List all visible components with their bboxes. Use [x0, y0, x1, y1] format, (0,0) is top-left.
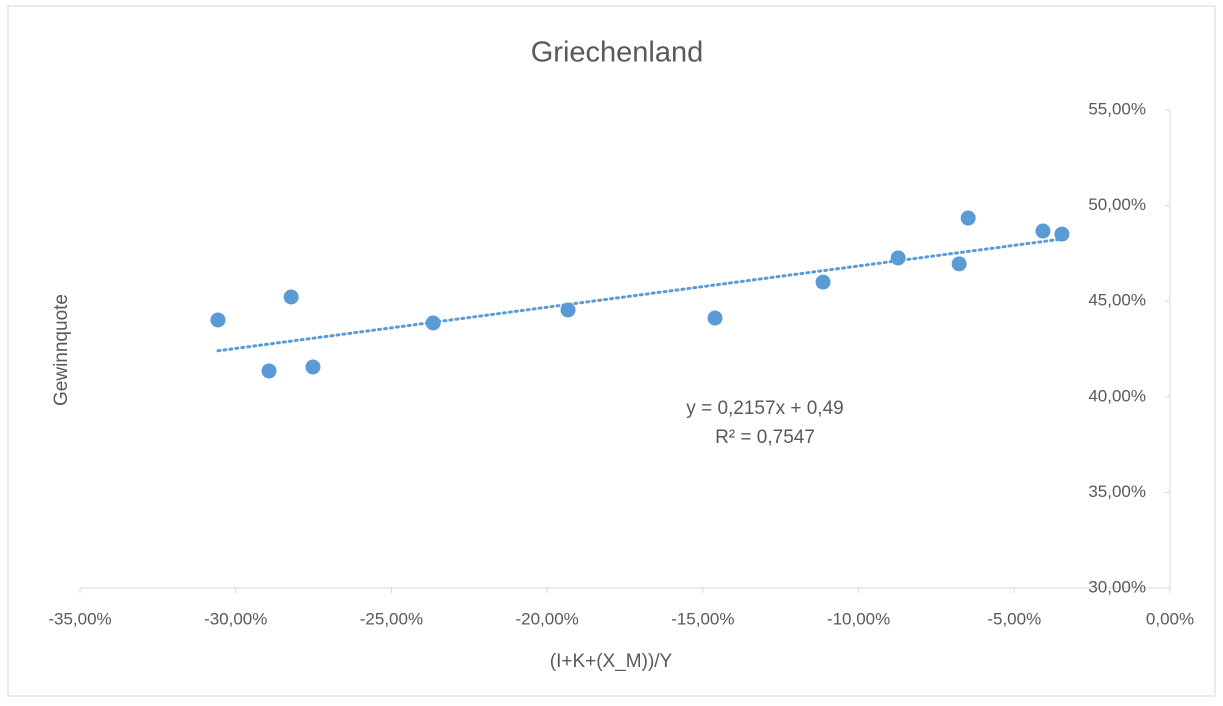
x-tick-label: -35,00% [48, 609, 111, 628]
y-tick-label: 40,00% [1088, 386, 1146, 405]
chart-frame [7, 5, 1216, 697]
point [960, 210, 976, 226]
trend-equation: y = 0,2157x + 0,49 [686, 398, 843, 419]
point [560, 302, 576, 318]
y-tick-label: 35,00% [1088, 482, 1146, 501]
y-tick-label: 30,00% [1088, 577, 1146, 596]
point [261, 363, 277, 379]
point [210, 312, 226, 328]
point [305, 359, 321, 375]
x-tick-label: -30,00% [204, 609, 267, 628]
x-tick-label: -25,00% [360, 609, 423, 628]
point [1035, 223, 1051, 239]
point [890, 250, 906, 266]
x-tick-label: -15,00% [671, 609, 734, 628]
trend-r2: R² = 0,7547 [715, 427, 815, 448]
point [815, 274, 831, 290]
point [707, 310, 723, 326]
point [1054, 226, 1070, 242]
x-tick-label: -5,00% [987, 609, 1041, 628]
x-tick-label: -10,00% [827, 609, 890, 628]
x-axis-title: (I+K+(X_M))/Y [550, 651, 673, 672]
y-tick-label: 45,00% [1088, 291, 1146, 310]
y-axis-title: Gewinnquote [51, 294, 72, 406]
trendline [216, 237, 1064, 353]
y-tick-label: 55,00% [1088, 99, 1146, 118]
point [425, 315, 441, 331]
chart-title: Griechenland [531, 37, 704, 69]
x-tick-label: 0,00% [1146, 609, 1194, 628]
y-tick-label: 50,00% [1088, 195, 1146, 214]
point [283, 289, 299, 305]
x-tick-label: -20,00% [515, 609, 578, 628]
point [951, 256, 967, 272]
